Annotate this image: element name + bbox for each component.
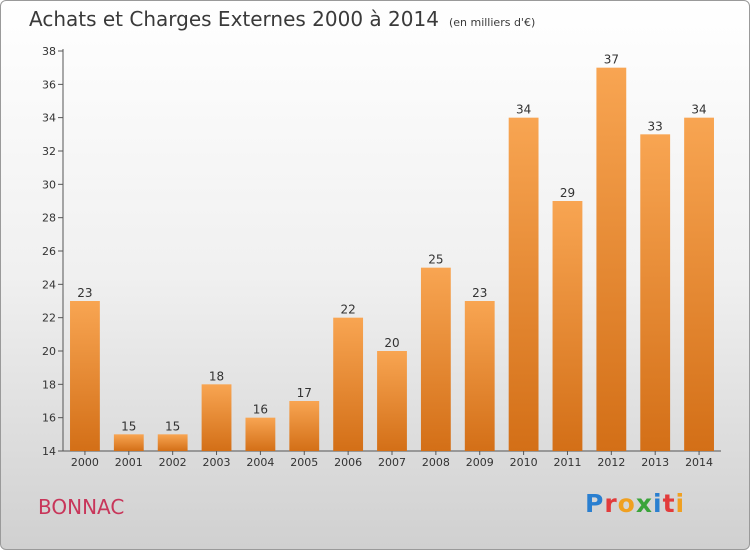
data-label: 29 [560,186,575,200]
x-tick-label: 2003 [203,456,231,469]
bar-2000 [70,301,100,451]
bar-2003 [201,384,232,451]
y-tick-label: 34 [42,112,56,125]
bar-2007 [377,351,407,451]
logo-letter: i [675,489,686,518]
y-tick-label: 16 [42,412,56,425]
data-label: 33 [648,119,663,133]
y-axis: 14 16 18 20 22 24 26 28 30 32 34 36 38 [42,45,64,458]
y-tick-label: 38 [42,45,56,58]
proxiti-logo: Proxiti [585,489,685,518]
x-tick-label: 2002 [159,456,187,469]
x-tick-label: 2005 [290,456,318,469]
y-tick-label: 26 [42,245,56,258]
chart-title: Achats et Charges Externes 2000 à 2014 [29,7,439,31]
data-label: 17 [297,386,312,400]
x-tick-label: 2000 [71,456,99,469]
x-axis: 2000 2001 2002 2003 2004 2005 2006 2007 2008 2009… [63,450,721,469]
data-label: 20 [384,336,399,350]
y-tick-label: 36 [42,78,56,91]
x-tick-label: 2007 [378,456,406,469]
logo-letter: i [653,489,663,518]
logo-letter: t [662,489,676,518]
x-tick-label: 2006 [334,456,362,469]
bar-2014 [684,117,714,452]
bar-2008 [420,267,451,451]
bar-2006 [333,317,364,451]
data-label: 34 [516,103,531,117]
logo-letter: x [635,489,653,518]
data-label: 37 [604,53,619,67]
bar-2001 [113,434,144,451]
data-label: 23 [472,286,487,300]
bar-2004 [245,417,276,451]
x-tick-label: 2010 [510,456,538,469]
data-label: 15 [121,419,136,433]
data-label: 16 [253,403,268,417]
bar-2002 [157,434,188,451]
y-tick-label: 24 [42,278,56,291]
x-tick-label: 2001 [115,456,143,469]
logo-letter: r [604,489,618,518]
data-label: 34 [691,103,706,117]
data-label: 25 [428,253,443,267]
x-tick-label: 2008 [422,456,450,469]
x-tick-label: 2014 [685,456,713,469]
bar-2005 [289,401,320,451]
y-tick-label: 30 [42,178,56,191]
chart-title-block: Achats et Charges Externes 2000 à 2014 (e… [29,7,535,31]
x-tick-label: 2009 [466,456,494,469]
bar-2009 [464,301,495,451]
x-tick-label: 2012 [597,456,625,469]
logo-letter: P [585,489,605,518]
bar-2013 [640,134,671,452]
y-tick-label: 18 [42,378,56,391]
y-tick-label: 22 [42,312,56,325]
bar-2012 [596,67,627,452]
commune-name: BONNAC [38,495,125,519]
bar-2010 [508,117,539,452]
data-label: 15 [165,419,180,433]
bar-2011 [552,201,583,451]
data-labels: 23 15 15 18 16 17 22 20 25 23 34 29 37 33 34 [77,53,706,434]
y-tick-label: 28 [42,212,56,225]
data-label: 18 [209,369,224,383]
y-tick-label: 14 [42,445,56,458]
y-tick-label: 20 [42,345,56,358]
x-tick-label: 2004 [246,456,274,469]
x-tick-label: 2011 [553,456,581,469]
x-tick-label: 2013 [641,456,669,469]
bars [70,67,714,452]
data-label: 22 [340,303,355,317]
data-label: 23 [77,286,92,300]
chart-subtitle: (en milliers d'€) [448,16,536,29]
y-tick-label: 32 [42,145,56,158]
logo-letter: o [617,489,636,518]
